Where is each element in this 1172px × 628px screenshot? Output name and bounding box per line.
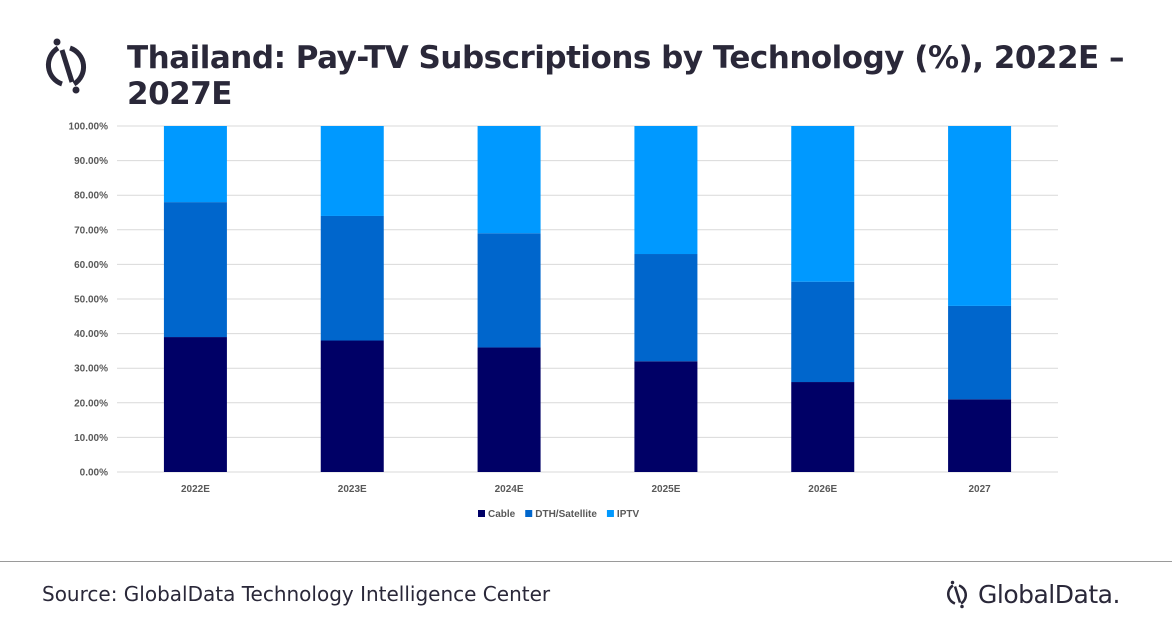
bar-cable-2022E bbox=[163, 337, 227, 472]
x-tick-label: 2027 bbox=[968, 484, 991, 495]
brand-logo: GlobalData. bbox=[944, 577, 1120, 611]
x-tick-label: 2025E bbox=[651, 484, 680, 495]
y-tick-label: 80.00% bbox=[74, 191, 108, 202]
source-note: Source: GlobalData Technology Intelligen… bbox=[42, 582, 551, 606]
bar-dthsatellite-2023E bbox=[320, 215, 384, 341]
bar-iptv-2026E bbox=[791, 126, 855, 282]
globaldata-logo-icon bbox=[946, 580, 968, 609]
page-title: Thailand: Pay-TV Subscriptions by Techno… bbox=[127, 40, 1125, 112]
bar-cable-2023E bbox=[320, 340, 384, 472]
bar-cable-2026E bbox=[791, 382, 855, 472]
y-tick-label: 10.00% bbox=[74, 433, 108, 444]
legend-label: Cable bbox=[488, 509, 516, 520]
bar-dthsatellite-2025E bbox=[634, 254, 698, 362]
legend-swatch bbox=[478, 510, 485, 517]
x-tick-label: 2026E bbox=[808, 484, 837, 495]
legend-label: IPTV bbox=[617, 509, 640, 520]
y-tick-label: 0.00% bbox=[80, 468, 108, 479]
globaldata-logo-icon bbox=[40, 36, 96, 99]
brand-name: GlobalData. bbox=[978, 579, 1120, 609]
bar-dthsatellite-2022E bbox=[163, 202, 227, 338]
y-tick-label: 90.00% bbox=[74, 156, 108, 167]
x-tick-label: 2023E bbox=[338, 484, 367, 495]
bar-iptv-2022E bbox=[163, 126, 227, 203]
y-tick-label: 100.00% bbox=[69, 122, 109, 133]
x-tick-label: 2022E bbox=[181, 484, 210, 495]
legend-label: DTH/Satellite bbox=[535, 509, 597, 520]
y-tick-label: 70.00% bbox=[74, 225, 108, 236]
bar-cable-2027 bbox=[948, 399, 1012, 472]
divider bbox=[0, 561, 1172, 562]
stacked-bar-chart: 0.00% 10.00% 20.00% 30.00% 40.00% 50.00% 60.00… bbox=[69, 122, 1058, 520]
bar-iptv-2024E bbox=[477, 126, 541, 234]
bar-dthsatellite-2024E bbox=[477, 233, 541, 348]
bar-iptv-2027 bbox=[948, 126, 1012, 306]
x-tick-label: 2024E bbox=[495, 484, 524, 495]
y-tick-label: 40.00% bbox=[74, 329, 108, 340]
bar-dthsatellite-2026E bbox=[791, 281, 855, 383]
bar-cable-2025E bbox=[634, 361, 698, 472]
legend-swatch bbox=[525, 510, 533, 517]
bar-iptv-2023E bbox=[320, 126, 384, 216]
bar-dthsatellite-2027 bbox=[948, 305, 1012, 400]
bar-cable-2024E bbox=[477, 347, 541, 472]
bar-iptv-2025E bbox=[634, 126, 698, 255]
y-tick-label: 20.00% bbox=[74, 398, 108, 409]
y-tick-label: 50.00% bbox=[74, 295, 108, 306]
y-tick-label: 30.00% bbox=[74, 364, 108, 375]
legend-swatch bbox=[606, 510, 614, 517]
y-tick-label: 60.00% bbox=[74, 260, 108, 271]
